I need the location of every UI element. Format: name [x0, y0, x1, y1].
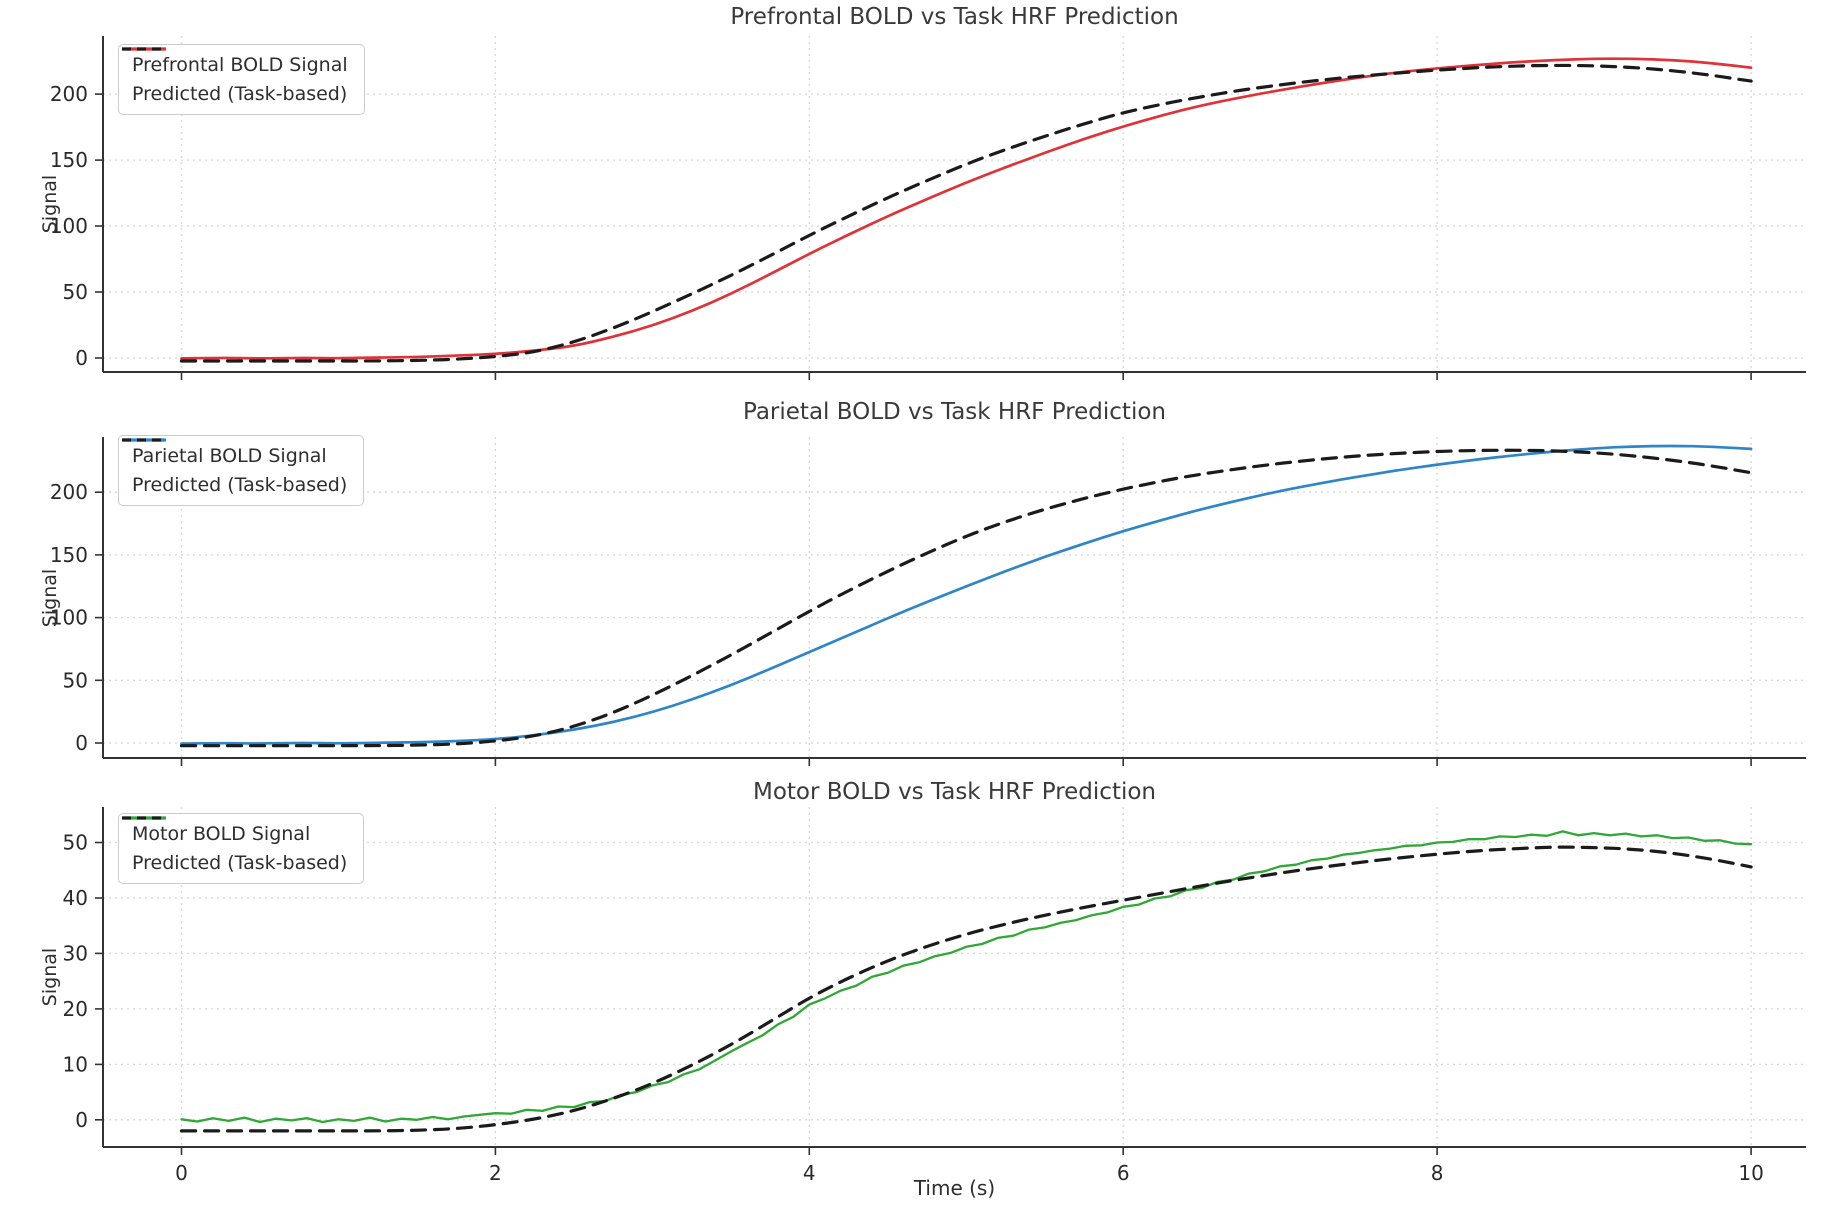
x-tick-label: 4 [803, 1161, 816, 1185]
legend-label: Prefrontal BOLD Signal [132, 54, 348, 76]
legend-prefrontal: Prefrontal BOLD Signal Predicted (Task-b… [118, 44, 365, 115]
subplot-title-parietal: Parietal BOLD vs Task HRF Prediction [743, 399, 1166, 425]
y-tick-label: 30 [63, 941, 88, 965]
y-axis-label: Signal [39, 568, 61, 628]
series-line-motor-bold-signal [180, 830, 1753, 1124]
y-axis-label: Signal [39, 947, 61, 1007]
series-line-predicted-task-based [179, 63, 1753, 363]
y-tick-label: 100 [50, 214, 88, 238]
legend-label: Parietal BOLD Signal [132, 445, 327, 467]
legend-item: Predicted (Task-based) [122, 47, 348, 105]
legend-label: Predicted (Task-based) [132, 852, 348, 874]
subplot-motor: 0 10 20 30 40 50 0 2 4 6 8 10 Motor BOLD vs Task HR… [0, 775, 1843, 1214]
y-tick-label: 50 [63, 668, 88, 692]
legend-label: Motor BOLD Signal [132, 823, 311, 845]
series-line-parietal-bold-signal [180, 444, 1753, 745]
series-line-predicted-task-based [179, 845, 1753, 1133]
parietal-plot-canvas: 0 50 100 150 200 [50, 437, 1806, 766]
legend-item: Motor BOLD Signal [122, 816, 347, 845]
x-tick-label: 6 [1117, 1161, 1130, 1185]
y-tick-label: 100 [50, 606, 88, 630]
y-tick-label: 40 [63, 886, 88, 910]
motor-plot-canvas: 0 10 20 30 40 50 0 2 4 6 8 10 [63, 807, 1806, 1185]
y-tick-label: 0 [75, 731, 88, 755]
legend-label: Predicted (Task-based) [132, 83, 348, 105]
y-tick-label: 50 [63, 280, 88, 304]
subplot-title-motor: Motor BOLD vs Task HRF Prediction [752, 779, 1157, 805]
subplot-parietal: 0 50 100 150 200 Parietal BOLD vs Task HRF P… [0, 395, 1843, 775]
y-tick-label: 150 [50, 543, 88, 567]
legend-item: Parietal BOLD Signal [122, 438, 347, 467]
y-tick-label: 0 [75, 346, 88, 370]
subplot-prefrontal: 0 50 100 150 200 Prefrontal BOLD vs Task HRF… [0, 0, 1843, 395]
y-tick-label: 200 [50, 480, 88, 504]
legend-line-sample-dashed [122, 816, 166, 820]
series-line-prefrontal-bold-signal [180, 57, 1753, 360]
x-axis-label: Time (s) [913, 1176, 996, 1200]
legend-label: Predicted (Task-based) [132, 474, 348, 496]
legend-motor: Motor BOLD Signal Predicted (Task-based) [118, 813, 365, 884]
y-tick-label: 20 [63, 997, 88, 1021]
legend-line-sample-dashed [122, 47, 166, 51]
legend-item: Predicted (Task-based) [122, 816, 348, 874]
legend-item: Prefrontal BOLD Signal [122, 47, 348, 76]
series-line-predicted-task-based [179, 448, 1753, 748]
y-tick-label: 200 [50, 82, 88, 106]
legend-line-sample-dashed [122, 438, 166, 442]
y-tick-label: 0 [75, 1108, 88, 1132]
subplot-title-prefrontal: Prefrontal BOLD vs Task HRF Prediction [730, 4, 1179, 30]
prefrontal-plot-canvas: 0 50 100 150 200 [50, 36, 1806, 380]
y-tick-label: 50 [63, 831, 88, 855]
y-tick-label: 150 [50, 148, 88, 172]
x-tick-label: 10 [1738, 1161, 1763, 1185]
legend-parietal: Parietal BOLD Signal Predicted (Task-bas… [118, 435, 365, 506]
x-tick-label: 2 [489, 1161, 502, 1185]
y-axis-label: Signal [39, 174, 61, 234]
legend-item: Predicted (Task-based) [122, 438, 348, 496]
y-tick-label: 10 [63, 1052, 88, 1076]
x-tick-label: 0 [175, 1161, 188, 1185]
x-tick-label: 8 [1431, 1161, 1444, 1185]
